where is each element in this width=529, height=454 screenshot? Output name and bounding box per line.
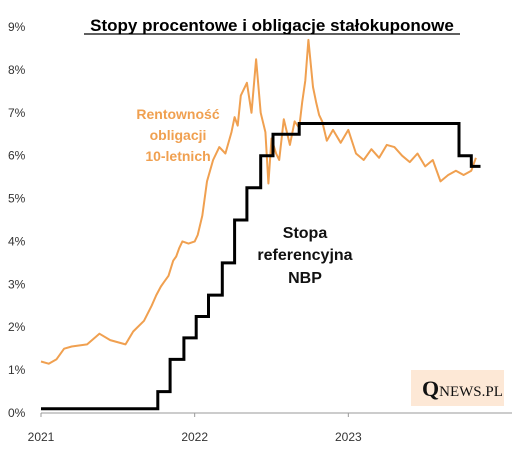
y-tick-label: 0%: [8, 406, 26, 420]
annotation-bond-line-2: obligacji: [150, 127, 207, 143]
annotation-rate-line-1: Stopa: [283, 225, 328, 242]
annotation-bond-line-3: 10-letnich: [145, 148, 210, 164]
y-tick-label: 3%: [8, 277, 26, 291]
annotation-reference-rate: Stopa referencyjna NBP: [257, 225, 352, 287]
y-tick-label: 6%: [8, 149, 26, 163]
y-tick-label: 4%: [8, 234, 26, 248]
x-tick-label: 2022: [181, 430, 208, 444]
y-tick-label: 9%: [8, 20, 26, 34]
logo-background: [411, 370, 504, 406]
logo-text: QNEWS.PL: [422, 376, 503, 401]
annotation-bond-yield: Rentowność obligacji 10-letnich: [136, 106, 219, 164]
annotation-rate-line-3: NBP: [288, 270, 322, 287]
chart-title: Stopy procentowe i obligacje stałokupono…: [90, 16, 454, 35]
x-tick-label: 2023: [335, 430, 362, 444]
y-axis: 0% 1% 2% 3% 4% 5% 6% 7% 8% 9%: [8, 20, 26, 420]
logo: QNEWS.PL: [411, 370, 504, 406]
y-tick-label: 2%: [8, 320, 26, 334]
y-tick-label: 5%: [8, 192, 26, 206]
series-line-reference-rate: [41, 122, 481, 411]
x-axis: 2021 2022 2023: [28, 413, 362, 444]
x-tick-label: 2021: [28, 430, 55, 444]
annotation-rate-line-2: referencyjna: [257, 247, 352, 264]
series-line-bond-yield: [40, 38, 477, 365]
y-tick-label: 1%: [8, 363, 26, 377]
annotation-bond-line-1: Rentowność: [136, 106, 219, 122]
y-tick-label: 7%: [8, 106, 26, 120]
y-tick-label: 8%: [8, 63, 26, 77]
